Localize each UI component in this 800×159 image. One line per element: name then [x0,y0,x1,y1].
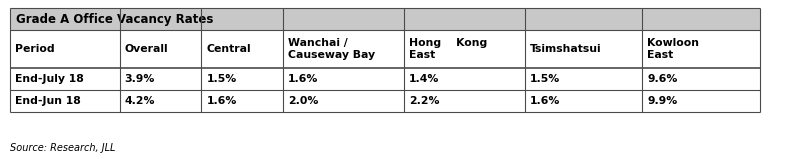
Bar [10,8,760,30]
Text: Wanchai /
Causeway Bay: Wanchai / Causeway Bay [288,38,375,60]
Text: 1.5%: 1.5% [206,74,237,84]
Text: Central: Central [206,44,251,54]
Text: End-Jun 18: End-Jun 18 [15,96,81,106]
Text: 1.5%: 1.5% [530,74,560,84]
Bar [10,90,760,112]
Text: Source: Research, JLL: Source: Research, JLL [10,143,115,153]
Text: Tsimshatsui: Tsimshatsui [530,44,602,54]
Text: 1.6%: 1.6% [288,74,318,84]
Text: 2.2%: 2.2% [409,96,439,106]
Text: 1.4%: 1.4% [409,74,439,84]
Text: End-July 18: End-July 18 [15,74,84,84]
Text: Period: Period [15,44,54,54]
Text: 1.6%: 1.6% [206,96,237,106]
Text: Kowloon
East: Kowloon East [647,38,699,60]
Text: 9.9%: 9.9% [647,96,678,106]
Text: Overall: Overall [125,44,168,54]
Text: 9.6%: 9.6% [647,74,678,84]
Bar [10,68,760,90]
Text: Grade A Office Vacancy Rates: Grade A Office Vacancy Rates [16,13,214,25]
Text: 3.9%: 3.9% [125,74,155,84]
Text: Hong    Kong
East: Hong Kong East [409,38,487,60]
Text: 2.0%: 2.0% [288,96,318,106]
Text: 1.6%: 1.6% [530,96,560,106]
Text: 4.2%: 4.2% [125,96,155,106]
Bar [10,30,760,68]
